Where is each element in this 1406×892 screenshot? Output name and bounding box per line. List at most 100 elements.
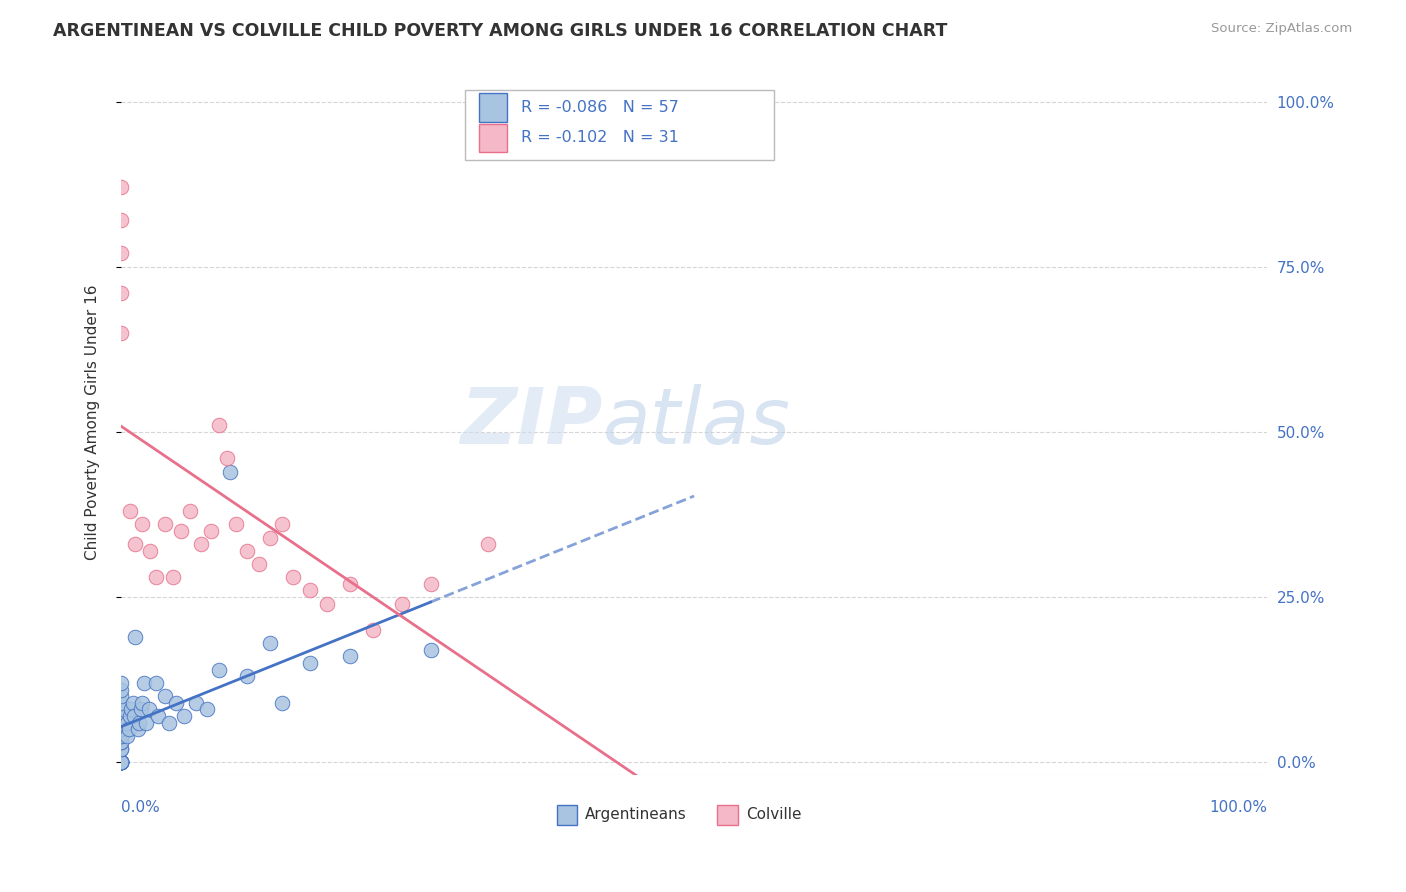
Point (339, 577, 361, 591)
Point (225, 517, 247, 532)
Bar (717, 805, 738, 825)
Point (110, 213, 132, 227)
Point (207, 663, 229, 677)
Text: ARGENTINEAN VS COLVILLE CHILD POVERTY AMONG GIRLS UNDER 16 CORRELATION CHART: ARGENTINEAN VS COLVILLE CHILD POVERTY AM… (53, 22, 948, 40)
Point (110, 729, 132, 743)
Point (195, 702, 218, 716)
Bar (478, 124, 508, 152)
Point (110, 755, 132, 769)
Point (110, 742, 132, 756)
Point (110, 735, 132, 749)
Point (153, 517, 176, 532)
Point (110, 709, 132, 723)
Point (215, 451, 238, 466)
Point (184, 696, 207, 710)
Point (110, 755, 132, 769)
Point (219, 465, 242, 479)
Point (115, 715, 138, 730)
Point (339, 649, 361, 664)
Point (270, 696, 292, 710)
Point (122, 709, 145, 723)
Point (145, 570, 167, 584)
Point (190, 537, 212, 551)
Point (299, 583, 322, 598)
Point (110, 709, 132, 723)
Point (124, 537, 146, 551)
Point (270, 517, 292, 532)
Point (129, 702, 152, 716)
Point (236, 543, 259, 558)
Point (115, 729, 138, 743)
Point (127, 722, 149, 736)
Text: atlas: atlas (602, 384, 790, 460)
Point (145, 676, 167, 690)
Text: Argentineans: Argentineans (585, 807, 688, 822)
Point (110, 676, 132, 690)
Point (259, 636, 281, 650)
Point (259, 531, 281, 545)
Point (110, 722, 132, 736)
Point (110, 755, 132, 769)
Bar (557, 805, 578, 825)
Point (157, 715, 180, 730)
Point (110, 735, 132, 749)
Point (361, 623, 384, 637)
Point (120, 504, 142, 518)
Text: Source: ZipAtlas.com: Source: ZipAtlas.com (1212, 22, 1353, 36)
Point (110, 755, 132, 769)
Point (110, 729, 132, 743)
Point (118, 722, 141, 736)
Point (110, 755, 132, 769)
Bar (478, 94, 508, 121)
Point (131, 517, 153, 532)
Point (419, 643, 441, 657)
Point (247, 557, 270, 571)
Point (110, 755, 132, 769)
Text: ZIP: ZIP (460, 384, 602, 460)
Point (477, 537, 499, 551)
Point (110, 742, 132, 756)
Point (110, 246, 132, 260)
FancyBboxPatch shape (465, 90, 775, 161)
Point (162, 570, 184, 584)
Point (128, 715, 150, 730)
Point (124, 630, 146, 644)
Point (236, 669, 259, 683)
Text: 100.0%: 100.0% (1209, 800, 1267, 814)
Point (110, 696, 132, 710)
Text: Colville: Colville (745, 807, 801, 822)
Point (146, 709, 169, 723)
Point (316, 597, 339, 611)
Point (153, 689, 176, 703)
Point (170, 524, 193, 538)
Point (131, 696, 153, 710)
Point (110, 715, 132, 730)
Point (200, 524, 222, 538)
Point (299, 656, 322, 670)
Point (110, 755, 132, 769)
Point (121, 696, 143, 710)
Text: R = -0.086   N = 57: R = -0.086 N = 57 (522, 100, 679, 115)
Point (110, 326, 132, 340)
Point (110, 689, 132, 703)
Point (138, 702, 160, 716)
Point (132, 676, 155, 690)
Point (120, 702, 142, 716)
Point (110, 180, 132, 194)
Point (110, 682, 132, 697)
Point (110, 755, 132, 769)
Point (120, 709, 142, 723)
Point (281, 570, 304, 584)
Text: R = -0.102   N = 31: R = -0.102 N = 31 (522, 130, 679, 145)
Point (110, 702, 132, 716)
Point (135, 715, 157, 730)
Point (391, 597, 413, 611)
Point (419, 577, 441, 591)
Point (110, 722, 132, 736)
Text: 0.0%: 0.0% (121, 800, 160, 814)
Point (173, 709, 195, 723)
Point (179, 504, 201, 518)
Point (110, 755, 132, 769)
Point (110, 286, 132, 301)
Point (110, 755, 132, 769)
